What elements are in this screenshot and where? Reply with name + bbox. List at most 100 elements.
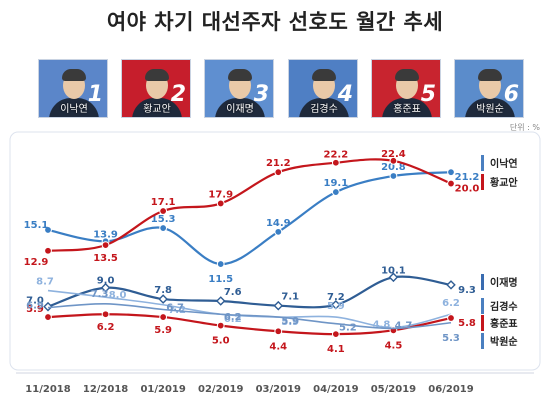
portrait-hair [62, 69, 86, 81]
data-point [273, 300, 284, 311]
portrait-name: 홍준표 [393, 104, 421, 115]
portrait-rank: 3 [253, 82, 269, 107]
legend-label: 이낙연 [490, 157, 518, 170]
legend-label: 이재명 [490, 276, 518, 289]
series-5 [44, 310, 455, 339]
data-label: 17.1 [151, 197, 176, 208]
data-label: 4.5 [385, 340, 403, 351]
candidate-portrait: 이재명 3 [204, 59, 274, 118]
portrait-name: 김경수 [310, 104, 338, 115]
data-label: 13.9 [93, 229, 118, 240]
data-label: 9.0 [97, 276, 115, 287]
series-3 [43, 272, 456, 312]
data-label: 9.3 [458, 285, 476, 296]
data-point [216, 321, 225, 330]
data-label: 5.2 [339, 323, 357, 334]
data-label: 6.2 [97, 322, 115, 333]
data-label: 21.2 [266, 158, 291, 169]
portrait-suit [215, 98, 265, 117]
data-label: 6.2 [442, 298, 460, 309]
portrait-name: 이재명 [226, 104, 254, 115]
data-point [101, 310, 110, 319]
x-tick-label: 12/2018 [83, 384, 128, 395]
legend-swatch [481, 333, 484, 349]
data-label: 10.1 [381, 265, 406, 276]
data-label: 22.4 [381, 149, 406, 160]
data-label: 22.2 [324, 150, 349, 161]
data-label: 21.2 [455, 172, 480, 183]
data-point [274, 168, 283, 177]
data-label: 15.3 [151, 214, 176, 225]
unit-label: 단위 : % [509, 123, 540, 132]
portrait-suit [382, 98, 432, 117]
data-point [216, 199, 225, 208]
legend-label: 박원순 [490, 335, 518, 348]
data-label: 7.6 [224, 287, 242, 298]
data-label: 20.0 [455, 184, 480, 195]
data-label: 19.1 [324, 178, 349, 189]
page-title: 여야 차기 대선주자 선호도 월간 추세 [106, 10, 444, 34]
plot-panel [9, 131, 541, 371]
data-label: 4.1 [327, 344, 345, 355]
data-label: 7.2 [327, 292, 345, 303]
data-label: 14.9 [266, 218, 291, 229]
portrait-suit [299, 98, 349, 117]
legend-label: 김경수 [490, 300, 518, 313]
data-point [216, 260, 225, 268]
portrait-suit [465, 98, 515, 117]
portrait-name: 이낙연 [60, 104, 88, 115]
data-point [159, 207, 168, 215]
data-label: 7.8 [154, 285, 172, 296]
data-label: 5.9 [281, 317, 299, 328]
portrait-rank: 6 [503, 82, 519, 107]
data-point [331, 330, 340, 339]
data-point [158, 294, 168, 304]
portrait-hair [228, 69, 252, 81]
series-2 [44, 156, 455, 255]
candidate-portrait: 황교안 2 [121, 59, 191, 118]
x-tick-label: 06/2019 [428, 384, 473, 395]
legend-swatch [481, 315, 484, 331]
data-point [44, 313, 52, 321]
data-point [389, 156, 398, 165]
x-tick-label: 01/2019 [140, 384, 185, 395]
legend-swatch [481, 274, 484, 290]
portrait-hair [395, 69, 419, 81]
portrait-hair [145, 69, 169, 81]
data-label: 5.0 [212, 336, 230, 347]
data-label: 6.2 [224, 312, 242, 323]
data-label: 5.9 [154, 325, 172, 336]
data-label: 5.9 [281, 316, 299, 327]
data-label: 6.9 [26, 301, 44, 312]
series-line [47, 158, 452, 252]
portrait-hair [312, 69, 336, 81]
data-label: 7.1 [281, 292, 299, 303]
candidate-portrait: 홍준표 5 [371, 59, 441, 118]
candidate-portrait: 이낙연 1 [38, 59, 108, 118]
data-label: 8.7 [36, 277, 54, 288]
data-point [331, 299, 341, 310]
portrait-suit [49, 98, 99, 117]
data-label: 11.5 [208, 274, 233, 285]
data-label: 4.8 [373, 319, 391, 330]
portrait-hair [478, 69, 502, 81]
data-point [43, 301, 53, 312]
data-point [274, 327, 283, 336]
data-label: 7.3 [91, 289, 109, 300]
series-line [47, 313, 452, 336]
portrait-name: 박원순 [476, 104, 504, 115]
data-point [44, 226, 52, 234]
x-tick-label: 03/2019 [256, 384, 301, 395]
legend-swatch [481, 155, 484, 171]
legend-label: 홍준표 [490, 317, 518, 330]
data-point [447, 179, 455, 188]
series-line [47, 303, 452, 330]
data-label: 7.0 [26, 296, 44, 307]
data-label: 15.1 [24, 220, 49, 231]
portrait-rank: 1 [87, 82, 103, 107]
data-point [44, 246, 52, 255]
series-6 [47, 303, 452, 330]
x-tick-label: 02/2019 [198, 384, 243, 395]
data-point [215, 296, 226, 306]
data-label: 6.2 [224, 314, 242, 325]
